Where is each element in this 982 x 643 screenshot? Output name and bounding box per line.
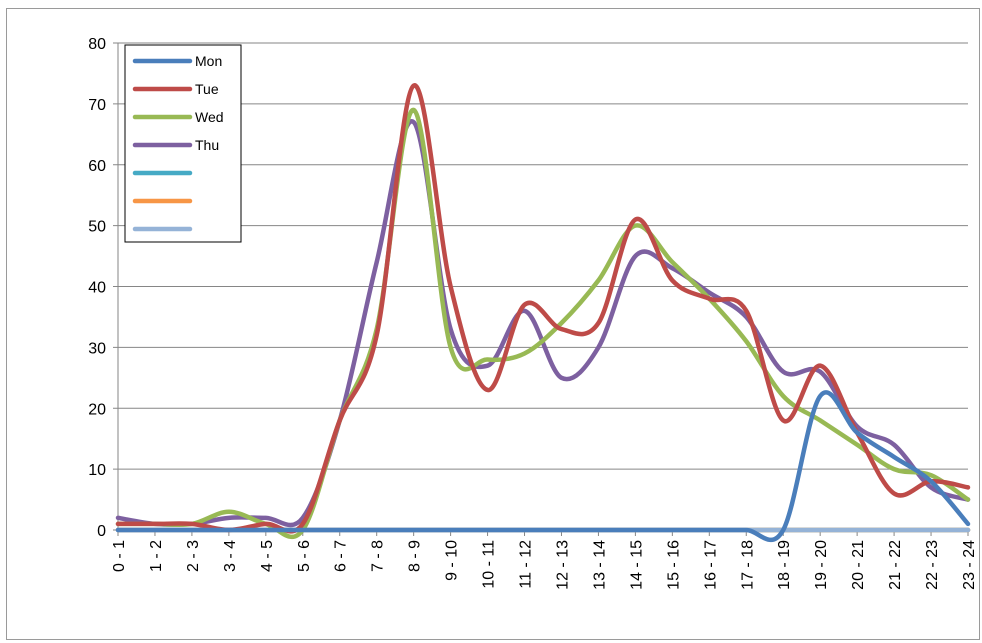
x-tick-label: 6 - 7 xyxy=(333,540,350,572)
x-tick-label: 3 - 4 xyxy=(222,540,239,572)
x-tick-label: 22 - 23 xyxy=(924,540,941,590)
x-tick-label: 20 - 21 xyxy=(850,540,867,590)
x-tick-label: 16 - 17 xyxy=(702,540,719,590)
series-line-mon xyxy=(115,390,971,543)
x-tick-label: 5 - 6 xyxy=(296,540,313,572)
legend-label: Mon xyxy=(195,53,222,69)
x-tick-label: 2 - 3 xyxy=(185,540,202,572)
x-tick-label: 21 - 22 xyxy=(887,540,904,590)
x-tick-label: 8 - 9 xyxy=(407,540,424,572)
gridlines xyxy=(118,42,968,531)
x-tick-label: 23 - 24 xyxy=(961,540,978,590)
x-tick-label: 0 - 1 xyxy=(111,540,128,572)
legend-label: Tue xyxy=(195,81,219,97)
x-tick-label: 13 - 14 xyxy=(591,540,608,590)
x-tick-label: 17 - 18 xyxy=(739,540,756,590)
x-tick-label: 11 - 12 xyxy=(518,540,535,589)
legend-label: Wed xyxy=(195,109,224,125)
x-tick-label: 10 - 11 xyxy=(481,540,498,589)
y-axis: 0 10 20 30 40 50 60 70 80 xyxy=(88,36,119,540)
x-tick-label: 19 - 20 xyxy=(813,540,830,590)
x-tick-label: 4 - 5 xyxy=(259,540,276,572)
x-tick-label: 15 - 16 xyxy=(665,540,682,590)
legend: Mon Tue Wed Thu xyxy=(124,44,242,243)
series-line-tue xyxy=(115,83,971,534)
x-tick-label: 9 - 10 xyxy=(444,540,461,581)
y-tick-label: 30 xyxy=(88,340,106,357)
y-tick-label: 10 xyxy=(88,462,106,479)
x-tick-label: 14 - 15 xyxy=(628,540,645,590)
y-tick-label: 60 xyxy=(88,158,106,175)
y-tick-label: 70 xyxy=(88,97,106,114)
x-axis: 0 - 1 1 - 2 2 - 3 3 - 4 4 - 5 5 - 6 6 - 7 7 - 8… xyxy=(111,530,978,590)
series-line-wed xyxy=(115,107,971,539)
legend-label: Thu xyxy=(195,137,219,153)
x-tick-label: 1 - 2 xyxy=(148,540,165,572)
y-tick-label: 20 xyxy=(88,401,106,418)
y-tick-label: 0 xyxy=(97,523,106,540)
x-tick-label: 7 - 8 xyxy=(370,540,387,572)
y-tick-label: 40 xyxy=(88,280,106,297)
y-tick-label: 50 xyxy=(88,219,106,236)
series-line-thu xyxy=(115,119,971,528)
x-tick-label: 12 - 13 xyxy=(554,540,571,590)
x-tick-label: 18 - 19 xyxy=(776,540,793,590)
series-lines xyxy=(115,83,971,543)
chart-frame xyxy=(6,8,980,640)
y-tick-label: 80 xyxy=(88,36,106,53)
